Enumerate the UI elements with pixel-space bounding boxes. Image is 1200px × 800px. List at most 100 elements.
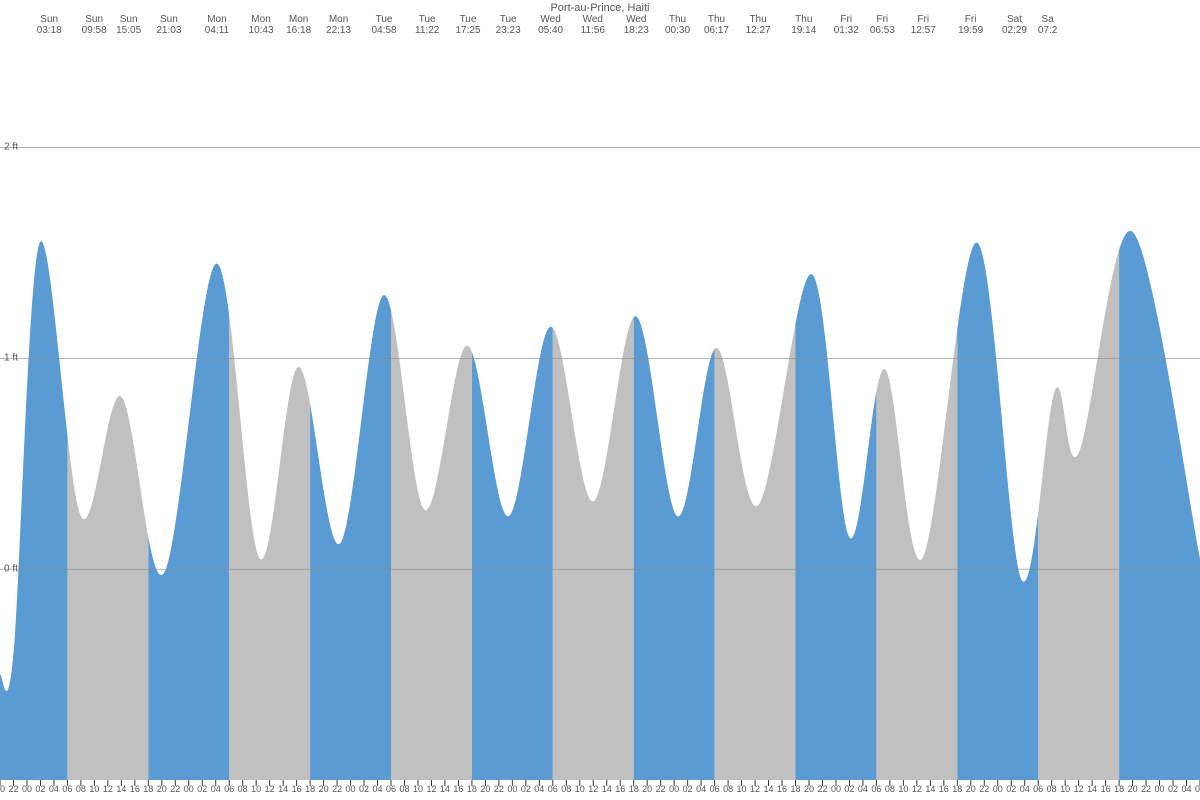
- tide-chart: Port-au-Prince, Haiti at55Sun03:18Sun09:…: [0, 0, 1200, 800]
- top-tick-day: Tue: [415, 14, 439, 25]
- hour-label: 00: [993, 784, 1003, 794]
- top-tick-time: 04:11: [205, 25, 229, 36]
- hour-label: 10: [898, 784, 908, 794]
- top-tick-day: Wed: [581, 14, 605, 25]
- hour-label: 12: [588, 784, 598, 794]
- top-tick-time: 04:58: [372, 25, 397, 36]
- top-tick-day: Sun: [37, 14, 62, 25]
- hour-label: 18: [305, 784, 315, 794]
- hour-label: 00: [831, 784, 841, 794]
- hour-label: 06: [1195, 784, 1200, 794]
- hour-label: 04: [49, 784, 59, 794]
- top-tick-labels: at55Sun03:18Sun09:58Sun15:05Sun21:03Mon0…: [0, 14, 1200, 42]
- hour-label: 10: [575, 784, 585, 794]
- top-tick-time: 23:23: [496, 25, 521, 36]
- top-tick-label: Fri12:57: [911, 14, 936, 36]
- top-tick-label: Tue17:25: [455, 14, 480, 36]
- hour-label: 22: [332, 784, 342, 794]
- top-tick-label: Sat02:29: [1002, 14, 1027, 36]
- hour-label: 16: [777, 784, 787, 794]
- top-tick-time: 09:58: [82, 25, 107, 36]
- top-tick-label: Thu00:30: [665, 14, 690, 36]
- hour-label: 16: [292, 784, 302, 794]
- hour-label: 04: [858, 784, 868, 794]
- tide-band: [229, 315, 310, 780]
- hour-label: 02: [521, 784, 531, 794]
- hour-label: 10: [1060, 784, 1070, 794]
- tide-band: [148, 263, 229, 780]
- top-tick-label: Thu06:17: [704, 14, 729, 36]
- top-tick-day: Fri: [958, 14, 983, 25]
- hour-label: 20: [480, 784, 490, 794]
- hour-label: 20: [0, 784, 5, 794]
- hour-label: 04: [696, 784, 706, 794]
- hour-label: 16: [1101, 784, 1111, 794]
- y-axis-labels: 0 ft1 ft2 ft: [0, 0, 40, 800]
- top-tick-time: 18:23: [624, 25, 649, 36]
- top-tick-day: Fri: [834, 14, 859, 25]
- top-tick-label: Fri01:32: [834, 14, 859, 36]
- top-tick-label: Mon04:11: [205, 14, 229, 36]
- top-tick-time: 11:22: [415, 25, 439, 36]
- hour-label: 00: [1155, 784, 1165, 794]
- hour-label: 06: [224, 784, 234, 794]
- tide-band: [715, 324, 796, 780]
- top-tick-time: 01:32: [834, 25, 859, 36]
- hour-label: 02: [359, 784, 369, 794]
- hour-label: 12: [912, 784, 922, 794]
- top-tick-label: Sun15:05: [116, 14, 141, 36]
- hour-label: 14: [1087, 784, 1097, 794]
- hour-label: 04: [1182, 784, 1192, 794]
- top-tick-day: Fri: [911, 14, 936, 25]
- hour-label: 00: [346, 784, 356, 794]
- hour-label: 22: [979, 784, 989, 794]
- y-axis-label: 2 ft: [4, 142, 18, 153]
- hour-label: 08: [561, 784, 571, 794]
- hour-label: 18: [952, 784, 962, 794]
- hour-label: 08: [76, 784, 86, 794]
- top-tick-day: Sun: [116, 14, 141, 25]
- hour-label: 18: [790, 784, 800, 794]
- hour-label: 04: [534, 784, 544, 794]
- top-tick-label: Fri19:59: [958, 14, 983, 36]
- top-tick-time: 15:05: [116, 25, 141, 36]
- hour-label: 10: [89, 784, 99, 794]
- top-tick-day: Tue: [455, 14, 480, 25]
- top-tick-time: 22:13: [326, 25, 351, 36]
- hour-label: 22: [817, 784, 827, 794]
- top-tick-label: Mon16:18: [286, 14, 311, 36]
- top-tick-time: 03:18: [37, 25, 62, 36]
- hour-label: 12: [265, 784, 275, 794]
- top-tick-label: Thu12:27: [746, 14, 771, 36]
- top-tick-label: Tue23:23: [496, 14, 521, 36]
- top-tick-time: 07:2: [1038, 25, 1057, 36]
- tide-band: [1119, 231, 1200, 780]
- top-tick-time: 21:03: [156, 25, 181, 36]
- hour-label: 14: [278, 784, 288, 794]
- hour-label: 08: [723, 784, 733, 794]
- hour-label: 16: [130, 784, 140, 794]
- tide-band: [391, 310, 472, 780]
- hour-label: 18: [629, 784, 639, 794]
- hour-label: 12: [103, 784, 113, 794]
- bottom-hour-axis: 2022000204060810121416182022000204060810…: [0, 780, 1200, 800]
- hour-label: 06: [548, 784, 558, 794]
- hour-label: 00: [669, 784, 679, 794]
- hour-label: 02: [35, 784, 45, 794]
- hour-label: 10: [737, 784, 747, 794]
- hour-label: 02: [1006, 784, 1016, 794]
- hour-label: 16: [453, 784, 463, 794]
- hour-label: 22: [494, 784, 504, 794]
- tide-band: [796, 274, 877, 780]
- hour-label: 00: [22, 784, 32, 794]
- top-tick-day: Fri: [870, 14, 895, 25]
- top-tick-label: Mon10:43: [249, 14, 274, 36]
- hour-label: 06: [1033, 784, 1043, 794]
- hour-label: 02: [683, 784, 693, 794]
- tide-band: [67, 396, 148, 780]
- top-tick-time: 10:43: [249, 25, 274, 36]
- top-tick-time: 05:40: [538, 25, 563, 36]
- top-tick-label: Wed11:56: [581, 14, 605, 36]
- top-tick-day: Wed: [538, 14, 563, 25]
- hour-label: 20: [319, 784, 329, 794]
